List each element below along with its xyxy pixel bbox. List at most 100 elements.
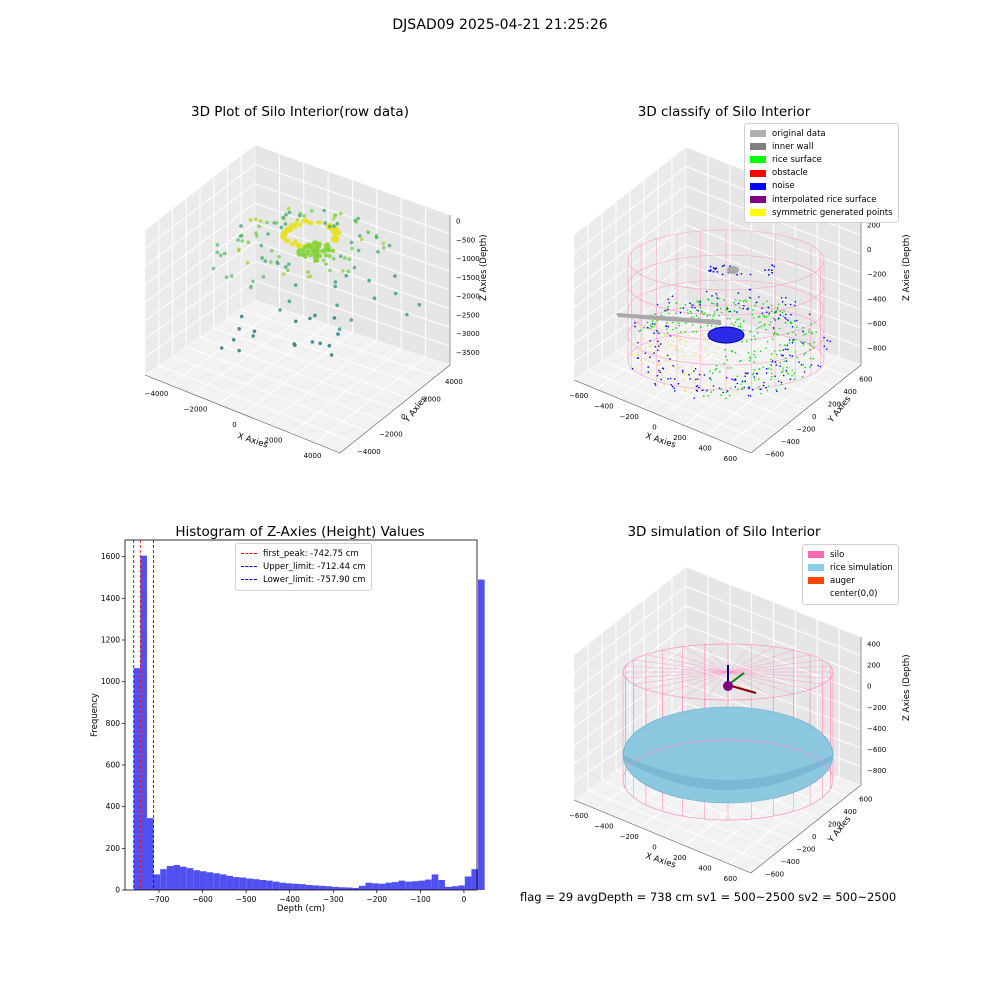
raw-point [253, 217, 258, 221]
rice-surface-point [741, 340, 743, 343]
raw-point [356, 216, 360, 221]
rice-surface-point [678, 355, 680, 358]
rice-surface-point [727, 310, 730, 313]
rice-surface-point [763, 324, 765, 327]
raw-point [251, 334, 255, 338]
raw-y-tick: −2000 [379, 431, 403, 439]
noise-point [808, 313, 811, 316]
raw-point [315, 220, 321, 225]
raw-point [313, 313, 317, 318]
raw-point [349, 240, 354, 245]
classify-legend-item: inner wall [750, 140, 893, 153]
rice-surface-point [738, 360, 741, 363]
noise-point [825, 348, 828, 350]
noise-point [691, 306, 693, 309]
noise-point [785, 313, 787, 316]
histogram-bar [193, 870, 200, 890]
rice-surface-point [733, 301, 735, 304]
silo-bottom-rim [622, 739, 834, 821]
noise-point [667, 308, 669, 310]
noise-point [772, 327, 775, 329]
grid-line [144, 183, 451, 267]
noise-point [773, 265, 775, 268]
raw-point [333, 233, 338, 239]
rice-surface-point [748, 385, 751, 388]
rice-surface-point [759, 392, 762, 395]
noise-point [669, 358, 671, 360]
rice-surface-point [802, 344, 805, 346]
noise-point [702, 389, 704, 392]
raw-y-tick: 4000 [445, 378, 463, 386]
histogram-bar [292, 883, 300, 890]
rice-surface-point [812, 347, 815, 349]
noise-point [661, 367, 664, 369]
rice-surface-point [794, 334, 797, 336]
noise-point [709, 265, 712, 268]
classify-x-tick: 0 [652, 424, 656, 432]
rice-surface-point [684, 388, 686, 391]
rice-surface-point [749, 356, 751, 358]
rice-surface-point [796, 356, 798, 359]
raw-point [219, 346, 224, 350]
rice-surface-point [756, 328, 758, 330]
noise-point [733, 379, 735, 381]
grid-line [573, 263, 862, 345]
noise-point [786, 344, 789, 347]
raw-z-tick: −500 [456, 236, 475, 244]
rice-surface-point [708, 314, 711, 316]
rice-surface-point [651, 325, 654, 328]
rice-surface-point [762, 303, 765, 305]
noise-point [694, 367, 697, 370]
noise-point [693, 397, 696, 399]
rice-surface-point [766, 389, 769, 392]
noise-point [734, 379, 737, 381]
noise-point [649, 356, 651, 358]
grid-line [213, 327, 409, 399]
silo-roof-line [727, 646, 774, 673]
noise-point [689, 378, 691, 380]
rice-surface-point [678, 322, 680, 324]
classify-legend-item: noise [750, 180, 893, 193]
grid-line [573, 204, 862, 290]
rice-surface-point [691, 372, 693, 374]
noise-point [665, 325, 668, 328]
histogram-bar [312, 885, 320, 890]
noise-point [725, 376, 728, 379]
noise-point [800, 364, 803, 366]
rice-surface-point [712, 315, 715, 317]
raw-z-tick: −2500 [456, 311, 480, 319]
raw-point [219, 253, 223, 258]
rice-surface-point [729, 387, 732, 389]
rice-surface-point [650, 326, 653, 328]
raw-point [245, 261, 250, 265]
noise-point [780, 381, 783, 384]
rice-surface-point [760, 325, 763, 328]
rice-surface-point [796, 326, 798, 329]
noise-point [689, 302, 691, 305]
grid-line [193, 315, 305, 395]
rice-surface-point [651, 320, 654, 322]
grid-line [144, 260, 451, 340]
noise-point [791, 326, 794, 328]
rice-surface-point [808, 328, 811, 331]
simulation-y-tick: −200 [796, 846, 815, 854]
rice-surface-point [767, 367, 770, 370]
rice-surface-point [758, 378, 760, 380]
noise-point [765, 368, 768, 370]
simulation-z-tick: −200 [867, 704, 886, 712]
rice-surface-point [770, 304, 773, 307]
rice-surface-point [665, 360, 667, 362]
simulation-x-tick: −600 [569, 812, 588, 820]
rice-surface-point [649, 345, 651, 348]
noise-point [742, 307, 744, 310]
rice-surface-point [793, 372, 796, 374]
rice-surface-point [751, 313, 754, 316]
rice-surface-point [742, 329, 745, 331]
classify-legend-swatch [750, 130, 766, 138]
noise-point [699, 304, 701, 306]
noise-point [744, 372, 747, 374]
raw-z-tick: −1000 [456, 255, 480, 263]
rice-surface-point [757, 316, 760, 318]
raw-point [321, 258, 326, 263]
rice-surface-point [772, 328, 775, 330]
